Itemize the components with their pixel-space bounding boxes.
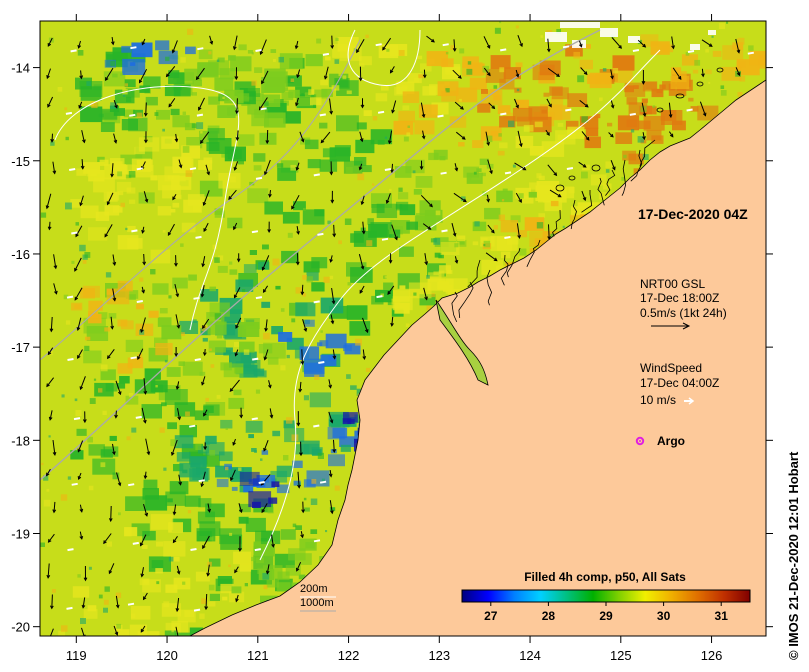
lon-tick-label: 123 xyxy=(428,648,450,663)
lat-tick-label: -19 xyxy=(11,527,30,542)
wind-legend-title: WindSpeed xyxy=(640,361,702,375)
isobath-1000-label: 1000m xyxy=(300,597,334,609)
colorbar: Filled 4h comp, p50, All Sats 27 28 29 30 31 xyxy=(461,570,751,623)
sst-map xyxy=(40,21,766,636)
wind-legend-time: 17-Dec 04:00Z xyxy=(640,376,719,390)
isobath-legend: 200m 1000m xyxy=(300,583,336,612)
wind-legend-scale: 10 m/s xyxy=(640,393,676,407)
isobath-200-label: 200m xyxy=(300,583,328,595)
map-frame xyxy=(39,20,767,637)
lat-tick-label: -17 xyxy=(11,340,30,355)
lat-tick-label: -20 xyxy=(11,620,30,635)
date-label: 17-Dec-2020 04Z xyxy=(638,206,748,222)
current-legend-title: NRT00 GSL xyxy=(640,277,705,291)
colorbar-ticks: 27 28 29 30 31 xyxy=(484,602,728,623)
argo-marker xyxy=(635,436,645,446)
lon-tick-label: 119 xyxy=(66,648,87,663)
isobath-contours xyxy=(40,29,661,561)
cloud-gaps xyxy=(545,22,716,50)
lon-tick-label: 126 xyxy=(701,648,723,663)
wind-scale-arrow-head xyxy=(688,397,695,405)
argo-legend: Argo xyxy=(635,434,685,448)
axis-tick-labels: 119 120 121 122 123 124 125 126 -14 -15 -16 -17 -18 -… xyxy=(11,61,722,663)
lon-tick-label: 125 xyxy=(610,648,632,663)
lat-tick-label: -15 xyxy=(11,154,30,169)
colorbar-tick-label: 28 xyxy=(542,609,556,623)
axis-ticks xyxy=(33,14,773,643)
colorbar-tick-label: 30 xyxy=(657,609,671,623)
imos-credit: © IMOS 21-Dec-2020 12:01 Hobart xyxy=(786,451,801,660)
current-legend-time: 17-Dec 18:00Z xyxy=(640,291,719,305)
colorbar-title: Filled 4h comp, p50, All Sats xyxy=(524,570,686,584)
lon-tick-label: 120 xyxy=(156,648,178,663)
coastline xyxy=(435,67,724,386)
lat-tick-label: -14 xyxy=(11,61,30,76)
lat-tick-label: -18 xyxy=(11,433,30,448)
colorbar-tick-label: 27 xyxy=(484,609,498,623)
current-arrows xyxy=(45,35,741,636)
lat-tick-label: -16 xyxy=(11,247,30,262)
wind-arrows xyxy=(65,43,754,612)
wind-legend: WindSpeed 17-Dec 04:00Z 10 m/s xyxy=(640,361,719,407)
land xyxy=(189,21,766,636)
lon-tick-label: 121 xyxy=(247,648,269,663)
current-legend: NRT00 GSL 17-Dec 18:00Z 0.5m/s (1kt 24h) xyxy=(640,277,727,330)
colorbar-bar xyxy=(461,589,751,603)
argo-label: Argo xyxy=(657,434,685,448)
current-legend-scale: 0.5m/s (1kt 24h) xyxy=(640,306,727,320)
argo-marker-dot xyxy=(639,440,641,442)
lon-tick-label: 124 xyxy=(519,648,541,663)
lon-tick-label: 122 xyxy=(338,648,360,663)
colorbar-tick-label: 29 xyxy=(599,609,613,623)
current-scale-arrow-head xyxy=(682,322,691,330)
colorbar-tick-label: 31 xyxy=(715,609,729,623)
